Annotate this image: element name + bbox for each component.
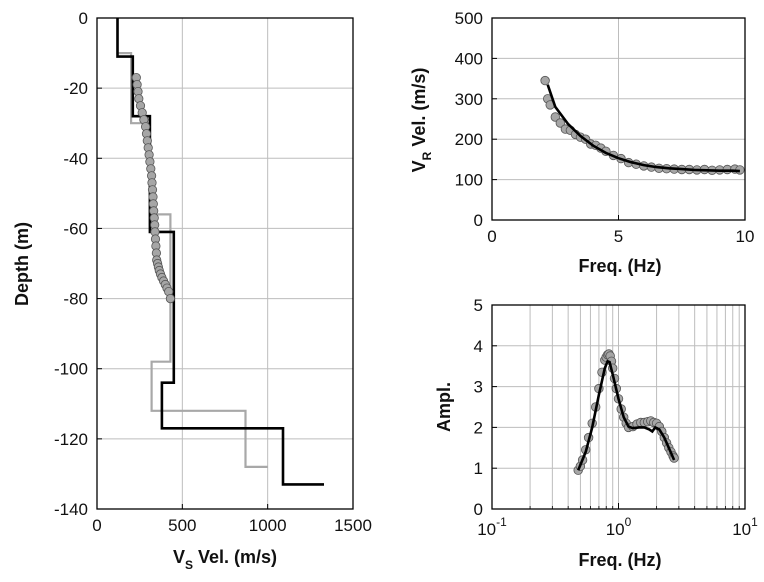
vs-profile-x-tick-label: 0 [92, 516, 101, 535]
vs-profile-x-tick-label: 500 [168, 516, 196, 535]
amplitude-x-tick-label: 100 [606, 515, 632, 539]
dispersion-x-tick-label: 0 [487, 227, 496, 246]
dispersion-series [540, 75, 745, 176]
amplitude-y-tick-label: 0 [474, 500, 483, 519]
dispersion-x-tick-label: 5 [614, 227, 623, 246]
vs-profile-series [116, 18, 324, 486]
inverted-vs-profile-line [116, 18, 324, 486]
vs-profile-y-tick-label: -120 [54, 430, 88, 449]
dispersion-fit-line [546, 84, 740, 173]
vs-profile-y-tick-label: 0 [79, 9, 88, 28]
amplitude-x-axis-label: Freq. (Hz) [579, 550, 662, 570]
dispersion-y-tick-label: 200 [455, 130, 483, 149]
vs-profile-y-tick-label: -40 [63, 149, 88, 168]
vs-profile-x-tick-label: 1500 [334, 516, 372, 535]
vs-profile-y-tick-label: -60 [63, 219, 88, 238]
amplitude-x-tick-label: 10-1 [477, 515, 507, 539]
amplitude-series [573, 349, 679, 475]
amplitude-y-tick-label: 1 [474, 459, 483, 478]
vs-profile-x-axis-label: VS Vel. (m/s) [173, 547, 277, 572]
vs-profile-y-tick-label: -100 [54, 360, 88, 379]
dispersion-y-tick-label: 300 [455, 90, 483, 109]
amplitude-x-tick-label: 101 [732, 515, 758, 539]
dispersion-data-point [550, 112, 561, 122]
dispersion-grid [492, 18, 745, 220]
amplitude-y-tick-label: 4 [474, 337, 483, 356]
amplitude-fit-line [576, 359, 676, 471]
amplitude-y-tick-label: 5 [474, 296, 483, 315]
dispersion-y-tick-label: 500 [455, 9, 483, 28]
dispersion-y-tick-label: 100 [455, 171, 483, 190]
amplitude-y-tick-label: 3 [474, 378, 483, 397]
vs-profile-x-tick-label: 1000 [249, 516, 287, 535]
dispersion-y-tick-label: 400 [455, 49, 483, 68]
dispersion-data-point [555, 118, 566, 128]
dispersion-x-axis-label: Freq. (Hz) [579, 256, 662, 276]
vs-profile-ticks: 0 500 1000 1500 0 -20 -40 -60 -80 -100 -120 -140 [54, 9, 372, 535]
dispersion-x-tick-label: 10 [736, 227, 755, 246]
vs-profile-panel: 0 500 1000 1500 0 -20 -40 -60 -80 -100 -120 -140 VS… [12, 9, 372, 572]
dispersion-data-point [540, 75, 550, 86]
vs-data-point [165, 293, 175, 304]
vs-profile-y-tick-label: -20 [63, 79, 88, 98]
amplitude-y-tick-label: 2 [474, 418, 483, 437]
dispersion-y-tick-label: 0 [474, 211, 483, 230]
vs-profile-y-tick-label: -140 [54, 500, 88, 519]
amplitude-y-axis-label: Ampl. [434, 382, 454, 432]
vs-profile-y-tick-label: -80 [63, 290, 88, 309]
vs-profile-axes-box [96, 17, 354, 510]
vs-profile-y-axis-label: Depth (m) [12, 222, 32, 306]
dispersion-y-axis-label: VR Vel. (m/s) [409, 68, 434, 173]
